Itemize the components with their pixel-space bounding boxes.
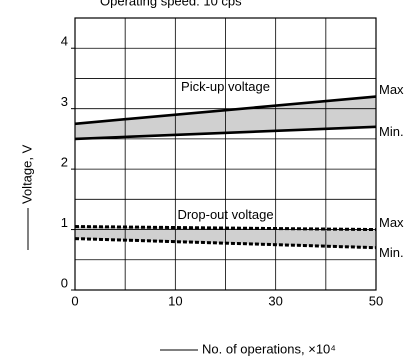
y-tick-label: 3 [61, 94, 68, 109]
series-line [74, 125, 377, 141]
x-tick-label: 10 [168, 293, 182, 308]
y-tick-label: 4 [61, 34, 68, 49]
series-line [74, 95, 377, 126]
series-label: Min. [379, 124, 404, 139]
y-tick-label: 2 [61, 155, 68, 170]
x-tick-label: 30 [268, 293, 282, 308]
y-axis-label-group: Voltage, V [19, 144, 34, 250]
series-label: Max [379, 215, 404, 230]
series-line [74, 225, 377, 232]
series-line [74, 237, 377, 250]
series-label: Min. [379, 245, 404, 260]
y-tick-label: 0 [61, 275, 68, 290]
x-tick-label: 0 [71, 293, 78, 308]
y-tick-label: 1 [61, 215, 68, 230]
annotation: Pick-up voltage [181, 79, 270, 94]
y-axis-label: Voltage, V [19, 144, 34, 204]
series-label: Max [379, 82, 404, 97]
chart-subtitle: Operating speed: 10 cps [100, 0, 242, 8]
annotation: Drop-out voltage [177, 207, 273, 222]
x-tick-label: 50 [369, 293, 383, 308]
plot-frame [74, 17, 377, 291]
x-axis-label: No. of operations, ×10⁴ [202, 341, 336, 356]
